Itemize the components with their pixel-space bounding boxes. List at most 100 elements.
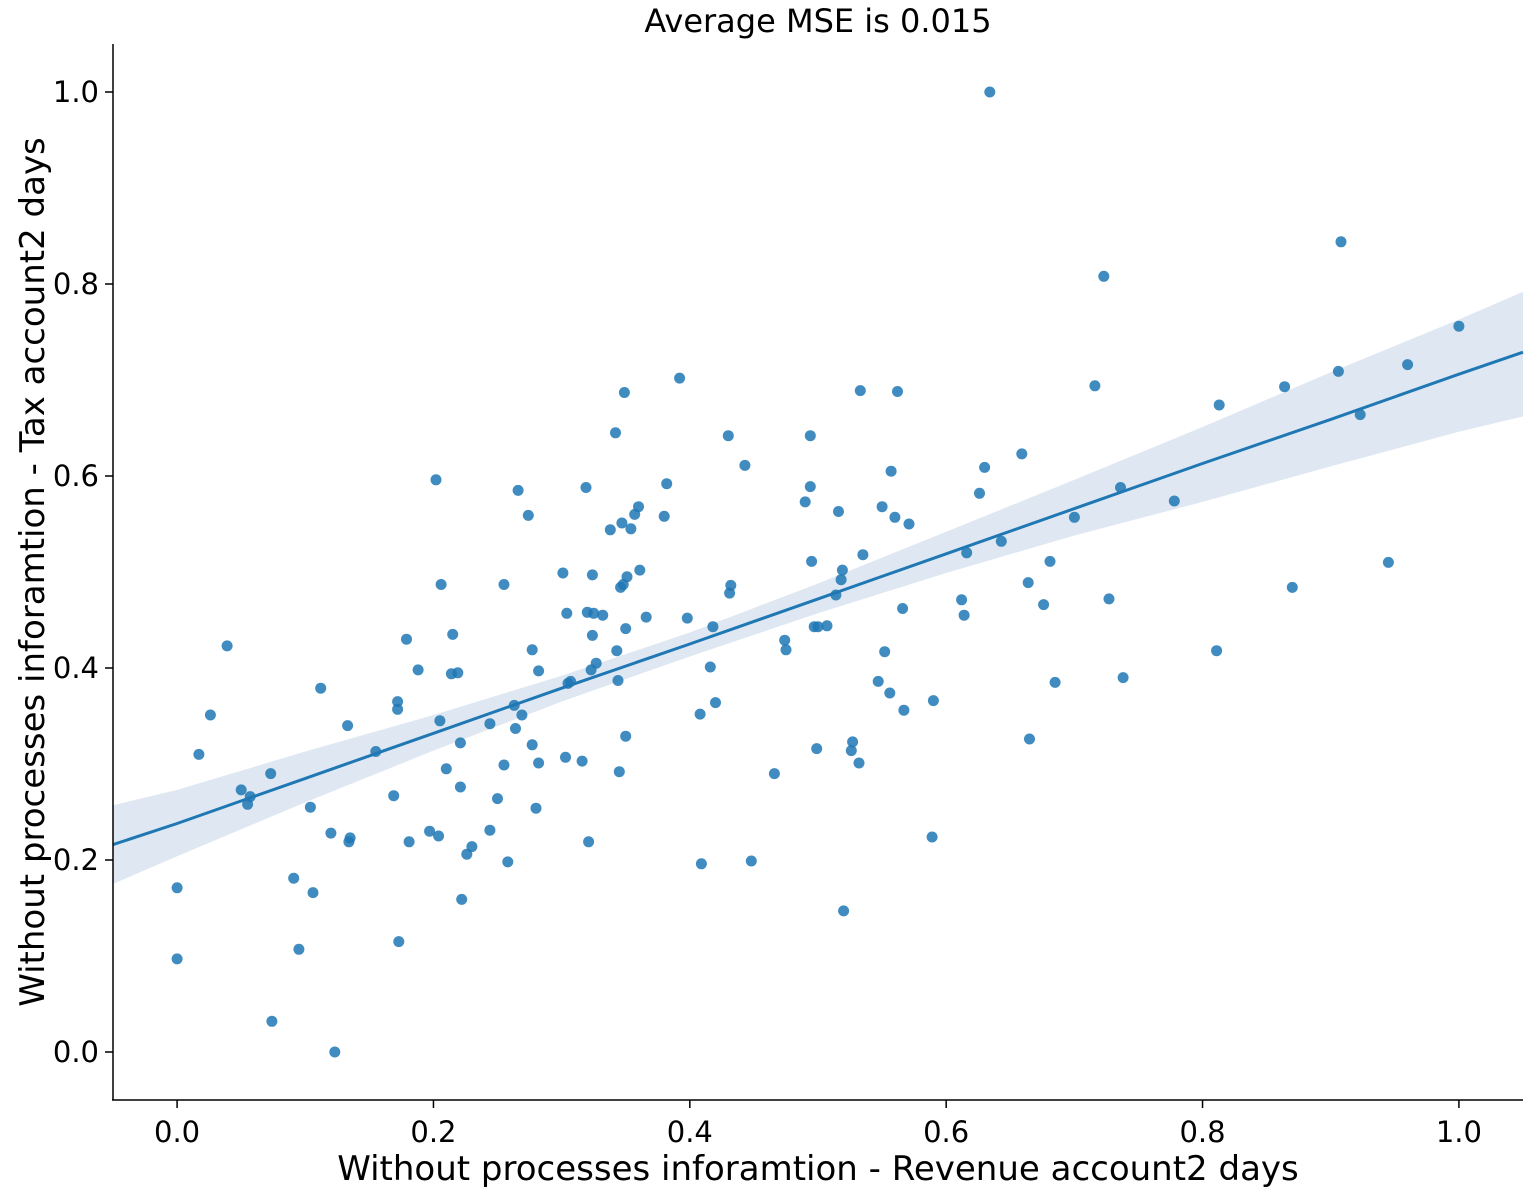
data-point: [1286, 581, 1298, 593]
data-point: [1453, 320, 1465, 332]
data-point: [1103, 593, 1115, 605]
y-tick-label: 0.0: [53, 1035, 99, 1069]
data-point: [522, 509, 534, 521]
data-point: [393, 936, 405, 948]
data-point: [588, 607, 600, 619]
data-point: [1068, 511, 1080, 523]
data-point: [561, 607, 573, 619]
data-point: [661, 478, 673, 490]
data-point: [1354, 409, 1366, 421]
data-point: [583, 836, 595, 848]
data-point: [658, 510, 670, 522]
data-point: [745, 855, 757, 867]
data-point: [304, 801, 316, 813]
data-point: [434, 715, 446, 727]
data-point: [392, 703, 404, 715]
data-point: [956, 594, 968, 606]
data-point: [739, 459, 751, 471]
data-point: [586, 629, 598, 641]
data-point: [1049, 676, 1061, 688]
data-point: [889, 511, 901, 523]
y-tick-label: 0.6: [53, 459, 99, 493]
data-point: [235, 784, 247, 796]
x-axis-ticks: 0.0 0.2 0.4 0.6 0.8 1.0: [154, 1100, 1482, 1149]
data-point: [1038, 599, 1050, 611]
data-point: [512, 484, 524, 496]
data-point: [804, 481, 816, 493]
x-tick-label: 0.0: [154, 1115, 200, 1149]
data-point: [821, 620, 833, 632]
data-point: [498, 579, 510, 590]
data-point: [838, 905, 850, 917]
data-point: [466, 841, 478, 853]
data-point: [1024, 733, 1035, 745]
data-point: [1117, 672, 1129, 684]
data-point: [984, 86, 996, 98]
data-point: [533, 665, 545, 677]
data-point: [388, 790, 400, 802]
data-point: [533, 757, 545, 769]
data-point: [804, 430, 816, 442]
data-point: [903, 518, 915, 530]
data-point: [926, 831, 938, 843]
data-point: [502, 856, 514, 868]
data-point: [586, 569, 598, 581]
data-point: [1382, 556, 1394, 568]
data-point: [857, 549, 869, 561]
data-point: [576, 755, 588, 767]
y-axis-ticks: 0.0 0.2 0.4 0.6 0.8 1.0: [53, 75, 113, 1069]
data-point: [456, 893, 468, 905]
data-point: [492, 793, 503, 805]
data-point: [454, 781, 466, 793]
data-point: [640, 611, 652, 623]
data-point: [498, 759, 510, 771]
plot-area: [112, 86, 1524, 1058]
y-tick-label: 1.0: [53, 75, 99, 109]
data-point: [811, 743, 823, 755]
data-point: [694, 708, 706, 720]
x-tick-label: 0.2: [410, 1115, 456, 1149]
data-point: [812, 621, 824, 633]
data-point: [620, 730, 632, 742]
data-point: [1211, 645, 1223, 657]
data-point: [704, 661, 716, 673]
data-point: [1402, 359, 1414, 371]
data-point: [1168, 495, 1180, 507]
data-point: [530, 802, 542, 814]
data-point: [510, 723, 521, 734]
data-point: [780, 644, 792, 656]
data-point: [344, 832, 356, 844]
chart-title: Average MSE is 0.015: [644, 2, 991, 40]
data-point: [403, 836, 415, 848]
data-point: [1022, 577, 1034, 589]
y-tick-label: 0.4: [53, 651, 99, 685]
x-tick-label: 0.4: [667, 1115, 713, 1149]
data-point: [329, 1046, 341, 1058]
data-point: [1279, 381, 1291, 393]
data-point: [806, 555, 818, 567]
data-point: [526, 644, 538, 656]
data-point: [625, 523, 637, 535]
y-axis-title: Without processes inforamtion - Tax acco…: [13, 137, 53, 1007]
data-point: [725, 579, 737, 591]
data-point: [674, 372, 686, 384]
data-point: [342, 720, 354, 732]
data-point: [707, 621, 719, 633]
x-axis-title: Without processes inforamtion - Revenue …: [337, 1149, 1299, 1189]
data-point: [872, 675, 884, 687]
data-point: [597, 609, 609, 621]
data-point: [452, 667, 464, 679]
data-point: [392, 696, 404, 708]
data-point: [847, 736, 859, 748]
data-point: [325, 827, 337, 839]
data-point: [616, 517, 628, 529]
data-point: [580, 482, 592, 493]
data-point: [885, 465, 897, 477]
data-point: [974, 487, 985, 499]
data-point: [892, 386, 903, 397]
data-point: [618, 387, 630, 398]
data-point: [484, 718, 496, 730]
data-point: [695, 858, 707, 870]
y-tick-label: 0.8: [53, 267, 99, 301]
